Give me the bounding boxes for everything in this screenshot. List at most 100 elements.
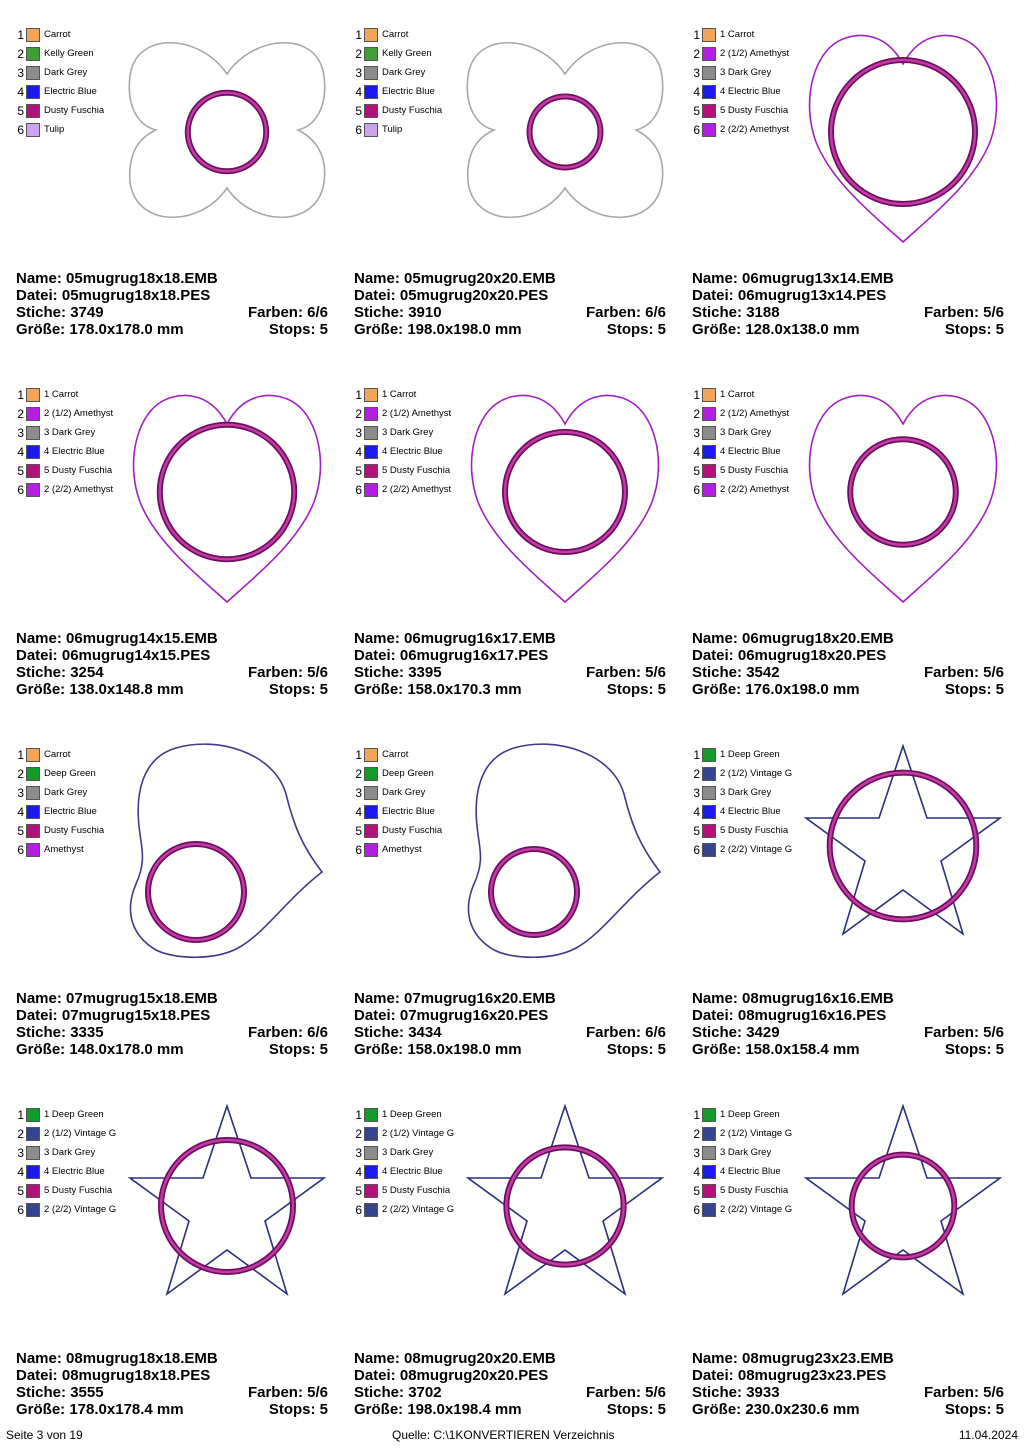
legend-label: 3 Dark Grey [382, 1147, 434, 1158]
color-swatch [702, 426, 716, 440]
color-swatch [364, 47, 378, 61]
legend-label: 2 (2/2) Amethyst [720, 484, 790, 495]
legend-label: 2 (2/2) Amethyst [720, 124, 790, 135]
legend-number: 1 [355, 1108, 362, 1122]
stops-label: Stops: [944, 1041, 992, 1058]
legend-label: Carrot [382, 749, 409, 760]
legend-label: Electric Blue [44, 806, 97, 817]
legend-row: 1 1 Deep Green [352, 1106, 464, 1125]
legend-number: 5 [693, 104, 700, 118]
color-swatch [364, 748, 378, 762]
name-label: Name: [16, 270, 62, 287]
legend-number: 3 [17, 66, 24, 80]
legend-number: 5 [355, 1184, 362, 1198]
color-swatch [364, 1127, 378, 1141]
info-right: Stops: 5 [945, 1401, 1004, 1418]
info-right: Stops: 5 [269, 1401, 328, 1418]
design-info: Name: 08mugrug20x20.EMB Datei: 08mugrug20… [354, 1350, 666, 1418]
legend-row: 6 Amethyst [14, 841, 126, 860]
legend-number: 4 [17, 85, 24, 99]
legend-label: 5 Dusty Fuschia [382, 465, 451, 476]
info-line: Stiche: 3749 Farben: 6/6 [16, 304, 328, 321]
color-swatch [702, 445, 716, 459]
legend-number: 4 [355, 1165, 362, 1179]
color-swatch [364, 786, 378, 800]
stops-label: Stops: [606, 681, 654, 698]
file-label: Datei: [16, 1367, 58, 1384]
info-line: Datei: 08mugrug18x18.PES [16, 1367, 328, 1384]
shape-outline [127, 1103, 327, 1297]
colors-label: Farben: [585, 1384, 641, 1401]
legend-row: 6 2 (2/2) Amethyst [690, 481, 802, 500]
file-label: Datei: [692, 1367, 734, 1384]
design-card: 1 1 Deep Green 2 2 (1/2) Vintage G 3 3 Dark G… [8, 1080, 346, 1440]
legend-row: 2 2 (1/2) Vintage G [690, 1125, 802, 1144]
legend-number: 6 [17, 483, 24, 497]
legend-row: 2 2 (1/2) Amethyst [690, 405, 802, 424]
legend-label: 2 (2/2) Vintage G [382, 1204, 455, 1215]
legend-number: 3 [355, 66, 362, 80]
file-name: 07mugrug16x20.PES [399, 1007, 549, 1024]
shape-outline [465, 1103, 665, 1297]
color-swatch [26, 28, 40, 42]
legend-number: 2 [693, 1127, 700, 1141]
info-line: Größe: 158.0x158.4 mm Stops: 5 [692, 1041, 1004, 1058]
color-swatch [364, 1203, 378, 1217]
legend-label: 4 Electric Blue [720, 86, 781, 97]
design-size: 176.0x198.0 mm [745, 681, 860, 698]
legend-label: Dark Grey [44, 787, 88, 798]
legend-row: 4 Electric Blue [14, 803, 126, 822]
name-label: Name: [16, 630, 62, 647]
size-label: Größe: [354, 321, 404, 338]
legend-row: 3 3 Dark Grey [352, 1144, 464, 1163]
legend-label: Electric Blue [44, 86, 97, 97]
stops-label: Stops: [268, 321, 316, 338]
color-swatch [702, 1127, 716, 1141]
colors-label: Farben: [923, 304, 979, 321]
legend-number: 6 [693, 483, 700, 497]
size-label: Größe: [354, 681, 404, 698]
name-label: Name: [16, 990, 62, 1007]
design-preview [132, 394, 322, 604]
color-swatch [702, 767, 716, 781]
legend-number: 1 [355, 748, 362, 762]
legend-number: 1 [693, 748, 700, 762]
color-swatch [702, 464, 716, 478]
info-line: Datei: 06mugrug16x17.PES [354, 647, 666, 664]
color-swatch [364, 464, 378, 478]
color-swatch [702, 805, 716, 819]
legend-number: 6 [693, 1203, 700, 1217]
legend-label: Tulip [44, 124, 65, 135]
color-swatch [364, 824, 378, 838]
stitches-label: Stiche: [354, 304, 405, 321]
legend-row: 3 3 Dark Grey [690, 64, 802, 83]
info-line: Name: 07mugrug16x20.EMB [354, 990, 666, 1007]
info-line: Größe: 198.0x198.4 mm Stops: 5 [354, 1401, 666, 1418]
colors-label: Farben: [923, 1384, 979, 1401]
legend-row: 1 1 Carrot [690, 386, 802, 405]
stops-label: Stops: [606, 1041, 654, 1058]
design-size: 128.0x138.0 mm [745, 321, 860, 338]
legend-number: 4 [355, 445, 362, 459]
color-swatch [26, 445, 40, 459]
color-swatch [26, 1108, 40, 1122]
stop-count: 5 [995, 321, 1004, 338]
legend-row: 3 Dark Grey [14, 784, 126, 803]
design-name: 07mugrug16x20.EMB [404, 990, 556, 1007]
color-count: 6/6 [307, 1024, 328, 1041]
shape-outline [808, 394, 998, 604]
color-swatch [702, 1165, 716, 1179]
legend-row: 4 Electric Blue [352, 803, 464, 822]
stitch-count: 3335 [70, 1024, 104, 1041]
design-name: 06mugrug14x15.EMB [66, 630, 218, 647]
color-swatch [26, 407, 40, 421]
info-line: Größe: 158.0x198.0 mm Stops: 5 [354, 1041, 666, 1058]
color-swatch [364, 123, 378, 137]
stitches-label: Stiche: [692, 1024, 743, 1041]
file-label: Datei: [692, 1007, 734, 1024]
legend-row: 6 2 (2/2) Vintage G [690, 841, 802, 860]
color-swatch [364, 28, 378, 42]
legend-number: 5 [355, 104, 362, 118]
legend-number: 2 [17, 47, 24, 61]
color-swatch [364, 388, 378, 402]
